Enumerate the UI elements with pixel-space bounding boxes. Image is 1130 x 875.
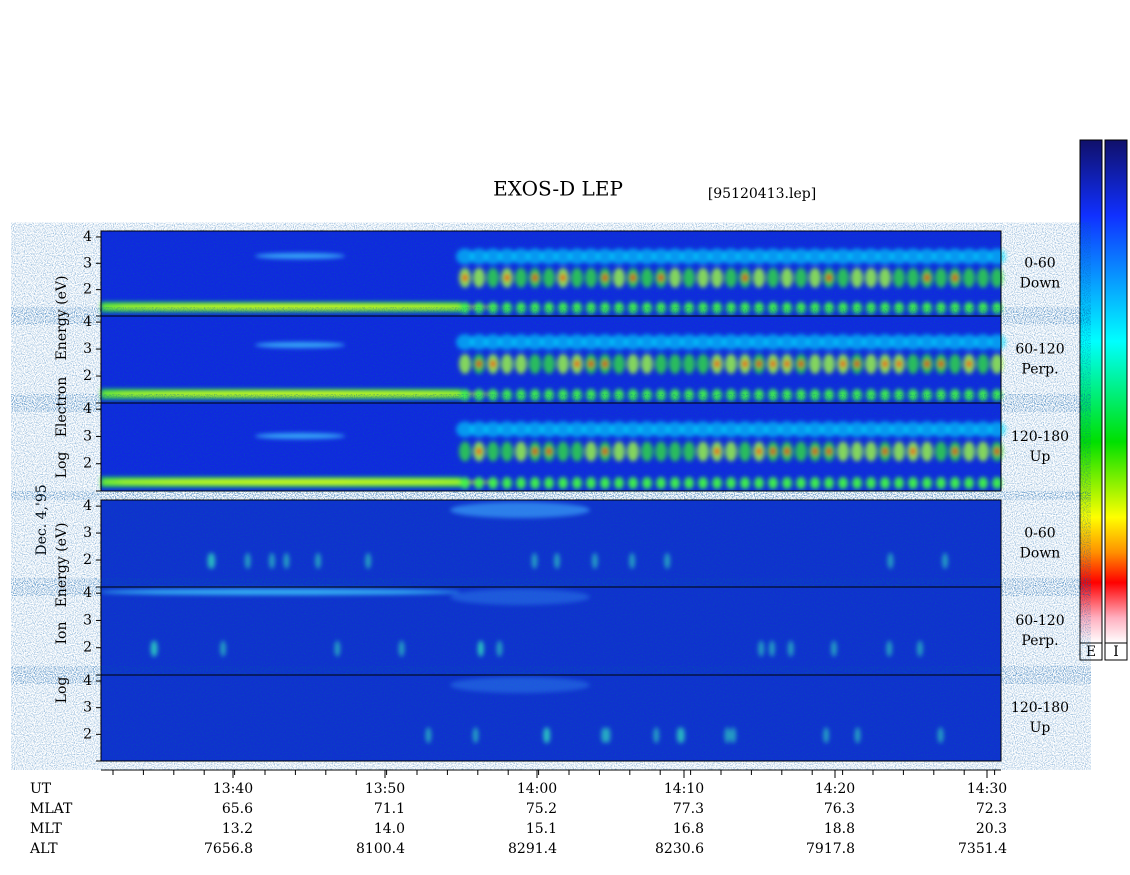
y-tick-label: 4 [83, 498, 92, 514]
panel-features [100, 248, 1006, 314]
y-tick-label: 2 [83, 726, 92, 742]
row-label: UT [30, 781, 52, 797]
y-tick-label: 2 [83, 552, 92, 568]
y-tick-label: 4 [83, 673, 92, 689]
colorbar-box [1079, 642, 1103, 661]
axis-label: Log [54, 677, 70, 704]
channel-label: Down [1020, 276, 1061, 292]
row-label: ALT [29, 841, 58, 857]
channel-label: Perp. [1021, 362, 1058, 378]
row-value: 7917.8 [806, 841, 855, 857]
panel-features [100, 421, 1006, 489]
row-value: 14:30 [967, 781, 1007, 797]
y-tick-label: 3 [83, 525, 92, 541]
row-label: MLAT [30, 801, 73, 817]
y-tick-label: 2 [83, 456, 92, 472]
y-tick-label: 3 [83, 255, 92, 271]
y-tick-label: 3 [83, 428, 92, 444]
row-value: 13:50 [365, 781, 405, 797]
file-name: [95120413.lep] [708, 186, 816, 202]
y-tick-label: 4 [83, 401, 92, 417]
panel-frame [100, 674, 1002, 762]
row-value: 20.3 [976, 821, 1007, 837]
panel-features [425, 677, 944, 744]
row-value: 13:40 [213, 781, 253, 797]
row-value: 72.3 [976, 801, 1007, 817]
panel-features [100, 589, 923, 657]
row-value: 8291.4 [508, 841, 557, 857]
channel-label: 0-60 [1024, 256, 1055, 272]
panel-features [100, 334, 1006, 401]
row-value: 7351.4 [958, 841, 1007, 857]
y-tick-label: 4 [83, 585, 92, 601]
channel-label: 120-180 [1011, 700, 1069, 716]
panel-frame [100, 402, 1002, 492]
y-tick-label: 2 [83, 282, 92, 298]
channel-label: Up [1030, 720, 1051, 736]
row-value: 77.3 [673, 801, 704, 817]
row-value: 14:10 [664, 781, 704, 797]
y-tick-label: 3 [83, 341, 92, 357]
date-label: Dec. 4,'95 [34, 484, 50, 555]
axis-label: Energy (eV) [54, 523, 70, 608]
row-value: 71.1 [374, 801, 405, 817]
row-value: 14.0 [374, 821, 405, 837]
colorbar-box [1104, 642, 1128, 661]
row-value: 65.6 [222, 801, 253, 817]
row-value: 14:00 [517, 781, 557, 797]
row-value: 13.2 [222, 821, 253, 837]
channel-label: 60-120 [1015, 613, 1064, 629]
y-tick-label: 2 [83, 640, 92, 656]
title: EXOS-D LEP [493, 177, 623, 201]
row-value: 76.3 [824, 801, 855, 817]
channel-label: Up [1030, 449, 1051, 465]
channel-label: 60-120 [1015, 342, 1064, 358]
channel-label: Perp. [1021, 633, 1058, 649]
panel-features [207, 502, 949, 569]
axis-label: Energy (eV) [54, 276, 70, 361]
colorbar-label: I [1113, 644, 1119, 660]
row-value: 75.2 [526, 801, 557, 817]
y-tick-label: 3 [83, 700, 92, 716]
y-tick-label: 2 [83, 368, 92, 384]
axis-label: Ion [54, 622, 70, 645]
row-value: 7656.8 [204, 841, 253, 857]
y-tick-label: 3 [83, 612, 92, 628]
colorbar-label: E [1086, 644, 1096, 660]
axis-label: Log [54, 452, 70, 479]
row-label: MLT [30, 821, 62, 837]
colorbar-e [1079, 139, 1103, 644]
channel-label: 120-180 [1011, 429, 1069, 445]
colorbar-i [1104, 139, 1128, 644]
channel-label: Down [1020, 546, 1061, 562]
row-value: 8230.6 [655, 841, 704, 857]
row-value: 14:20 [815, 781, 855, 797]
row-value: 18.8 [824, 821, 855, 837]
channel-label: 0-60 [1024, 526, 1055, 542]
axis-label: Electron [54, 377, 70, 438]
y-tick-label: 4 [83, 229, 92, 245]
y-tick-label: 4 [83, 314, 92, 330]
row-value: 8100.4 [356, 841, 405, 857]
row-value: 16.8 [673, 821, 704, 837]
row-value: 15.1 [526, 821, 557, 837]
